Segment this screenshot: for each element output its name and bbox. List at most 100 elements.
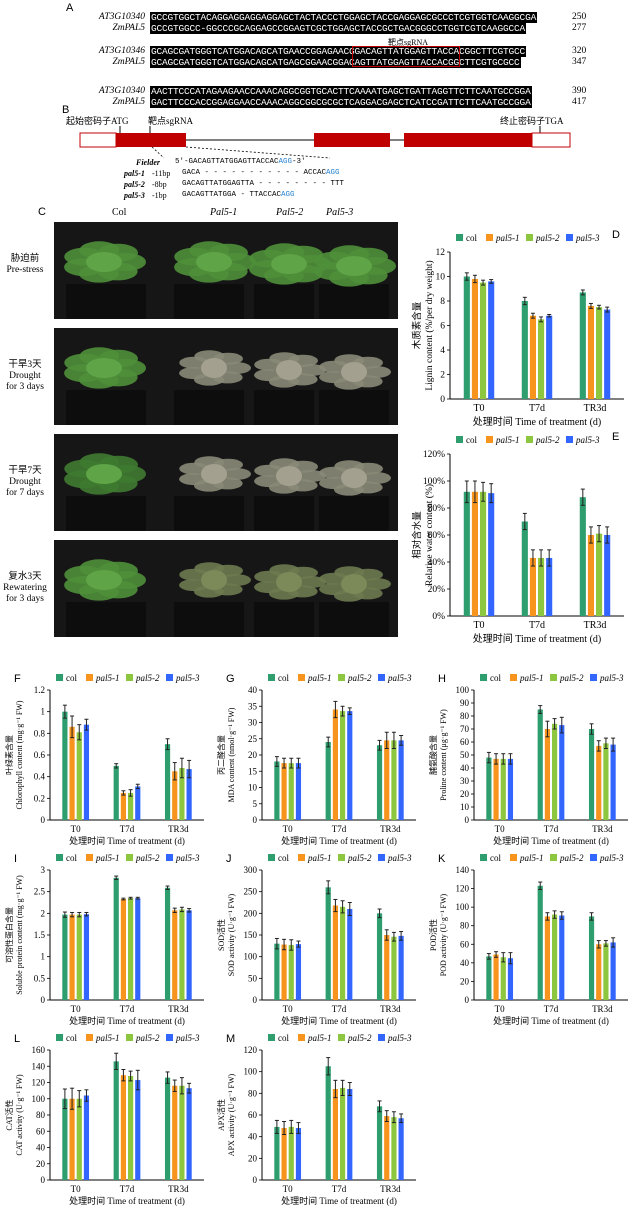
chart-panel-h: H 0 10 20 30 40 50 60 70 80 90 100 T0 T7d TR3d col pal5-… [424, 672, 636, 850]
legend-swatch [166, 674, 173, 681]
bar [610, 942, 616, 1000]
x-tick-label: T7d [120, 1184, 135, 1194]
bar [596, 745, 602, 820]
y-tick-label: 0 [465, 815, 470, 825]
legend-label: pal5-2 [559, 673, 584, 683]
bar [62, 711, 68, 820]
genotype-pal5-3: Pal5-3 [326, 207, 354, 218]
bar [76, 732, 82, 820]
genotype-pal5-1: Pal5-1 [210, 207, 238, 218]
legend-label: pal5-2 [535, 233, 560, 243]
sgrna-note: 靶点sgRNA [388, 38, 429, 47]
x-tick-label: TR3d [168, 824, 189, 834]
legend-swatch [526, 436, 533, 443]
x-axis-title: 处理时间 Time of treatment (d) [69, 1195, 185, 1206]
y-tick-label: 10 [436, 273, 446, 283]
bar [587, 535, 594, 616]
bar [537, 709, 543, 820]
legend-swatch [338, 854, 345, 861]
bar [384, 935, 390, 1000]
genotype-pal5-2: Pal5-2 [276, 207, 304, 218]
x-tick-label: T7d [544, 824, 559, 834]
bar [347, 1089, 353, 1180]
bar [135, 786, 141, 820]
y-tick-label: 2 [440, 371, 445, 381]
bar [288, 944, 294, 1000]
y-tick-label: 80% [428, 504, 446, 514]
legend-label: pal5-1 [95, 853, 120, 863]
legend-swatch [126, 674, 133, 681]
y-tick-label: 40 [248, 685, 258, 695]
x-tick-label: TR3d [592, 824, 613, 834]
condition-en2: for 3 days [6, 382, 44, 392]
gene-name: AT3G10340 [98, 12, 145, 22]
x-axis-title: 处理时间 Time of treatment (d) [69, 1015, 185, 1026]
bar [376, 1106, 383, 1180]
chart-panel-m: M 0 20 40 60 80 100 120 T0 T7d TR3d col pal5-1 pal5-2… [212, 1032, 424, 1210]
x-axis-title: 处理时间 Time of treatment (d) [281, 835, 397, 846]
x-tick-label: TR3d [584, 620, 607, 631]
x-tick-label: T7d [120, 1004, 135, 1014]
legend-label: col [278, 673, 289, 683]
legend-label: pal5-2 [347, 673, 372, 683]
legend-label: pal5-1 [495, 233, 520, 243]
bar [529, 315, 536, 399]
allele-seq-text: 5'-GACAGTTATGGAGTTACCAC [175, 158, 279, 166]
bar [463, 491, 470, 616]
legend-swatch [378, 674, 385, 681]
y-tick-label: 0 [41, 815, 46, 825]
y-tick-label: 100 [32, 1094, 46, 1104]
bar [538, 557, 545, 616]
y-tick-label: 20 [36, 1159, 46, 1169]
y-tick-label: 20 [460, 789, 470, 799]
chart-panel-g: G 0 5 10 15 20 25 30 35 40 T0 T7d TR3d col pal5-1 pal5-… [212, 672, 424, 850]
y-axis-title-cn: APX活性 [216, 1099, 226, 1131]
x-axis-title: 处理时间 Time of treatment (d) [493, 835, 609, 846]
panel-letter: M [226, 1033, 235, 1045]
y-tick-label: 1.2 [34, 685, 45, 695]
panel-letter: I [14, 853, 17, 865]
bar [113, 877, 119, 1000]
bar [596, 307, 603, 399]
allele-sequence: GACA - - - - - - - - - - - ACCACAGG [182, 169, 340, 177]
bar [179, 909, 185, 1000]
y-tick-label: 0 [253, 1175, 258, 1185]
legend-label: pal5-2 [135, 1033, 160, 1043]
allele-deletion: -8bp [152, 180, 167, 189]
y-axis-title-cn: SOD活性 [216, 919, 226, 951]
chart-panel-i: I 0 0.5 1 1.5 2 2.5 3 T0 T7d TR3d col pal5-1 pal5-2 pa… [0, 852, 212, 1030]
start-codon-label: 起始密码子ATG [66, 116, 129, 126]
bar [488, 281, 495, 399]
legend-label: pal5-3 [175, 853, 200, 863]
bar [135, 898, 141, 1000]
x-tick-label: TR3d [592, 1004, 613, 1014]
y-axis-title-en: SOD activity (U·g⁻¹ FW) [227, 893, 236, 976]
legend-label: pal5-1 [95, 1033, 120, 1043]
bar [507, 758, 514, 820]
pam-site: AGG [281, 191, 295, 199]
legend-swatch [510, 854, 517, 861]
x-tick-label: T7d [332, 824, 347, 834]
x-axis-title: 处理时间 Time of treatment (d) [69, 835, 185, 846]
plant-photo [54, 540, 398, 637]
sequence-position: 417 [572, 97, 587, 107]
sequence-position: 347 [572, 57, 587, 67]
bar [587, 305, 594, 399]
legend-label: col [278, 1033, 289, 1043]
legend-label: col [490, 673, 501, 683]
legend-label: pal5-1 [95, 673, 120, 683]
legend-swatch [298, 854, 305, 861]
y-tick-label: 60% [428, 531, 446, 541]
bar [588, 916, 595, 1000]
y-tick-label: 90 [460, 698, 470, 708]
y-tick-label: 35 [248, 701, 258, 711]
aligned-sequence: GACTTCCCACCGGAGGAACCAAACAGGCGGCGCGCTCAGG… [150, 97, 532, 108]
condition-label: 复水3天 Rewatering for 3 days [0, 572, 50, 605]
legend-label: pal5-3 [599, 853, 624, 863]
legend-swatch [378, 854, 385, 861]
legend-swatch [486, 436, 493, 443]
utr3-box [531, 132, 571, 148]
x-axis-title: 处理时间 Time of treatment (d) [281, 1195, 397, 1206]
bar [295, 763, 302, 820]
y-tick-label: 100 [456, 902, 470, 912]
